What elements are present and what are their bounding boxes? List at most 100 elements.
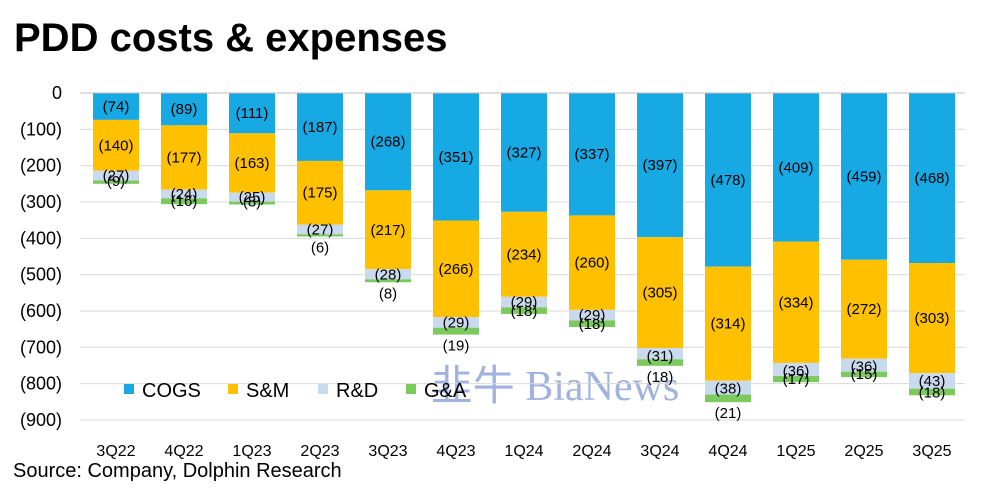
bar-sm-2q25 xyxy=(841,259,887,359)
bar-rd-3q24 xyxy=(637,348,683,360)
data-label: (43) xyxy=(919,373,946,390)
data-label: (29) xyxy=(511,294,538,311)
y-tick-label: (600) xyxy=(20,301,62,321)
bar-rd-2q25 xyxy=(841,358,887,372)
data-label: (36) xyxy=(783,363,810,380)
x-tick-label: 2Q25 xyxy=(844,443,883,460)
source-note: Source: Company, Dolphin Research xyxy=(13,460,342,482)
data-label: (268) xyxy=(370,134,405,151)
legend-label: G&A xyxy=(424,380,467,402)
legend-label: S&M xyxy=(246,380,289,402)
data-label: (334) xyxy=(778,294,813,311)
data-label: (409) xyxy=(778,159,813,176)
bar-ga-3q24 xyxy=(637,359,683,366)
bar-ga-3q23 xyxy=(365,279,411,283)
bar-cogs-2q24 xyxy=(569,93,615,216)
x-tick-label: 3Q24 xyxy=(640,443,679,460)
bar-sm-3q22 xyxy=(93,119,139,171)
data-label: (29) xyxy=(579,307,606,324)
data-label: (272) xyxy=(846,301,881,318)
bar-sm-1q24 xyxy=(501,211,547,297)
bar-cogs-3q24 xyxy=(637,93,683,238)
y-tick-label: (200) xyxy=(20,156,62,176)
data-label: (18) xyxy=(919,384,946,401)
watermark-text: 韭牛 BiaNews xyxy=(431,364,679,410)
bar-ga-2q23 xyxy=(297,234,343,237)
data-label: (140) xyxy=(98,137,133,154)
data-label: (260) xyxy=(574,255,609,272)
data-label: (6) xyxy=(311,240,329,257)
bar-sm-4q23 xyxy=(433,220,479,318)
watermark: 韭牛 BiaNews xyxy=(431,364,679,410)
data-label: (351) xyxy=(438,149,473,166)
data-label: (187) xyxy=(302,119,337,136)
data-label: (36) xyxy=(851,359,878,376)
data-label: (177) xyxy=(166,149,201,166)
bar-ga-3q25 xyxy=(909,388,955,396)
bar-ga-2q25 xyxy=(841,371,887,378)
x-tick-label: 4Q22 xyxy=(164,443,203,460)
bar-rd-3q23 xyxy=(365,269,411,280)
x-tick-label: 4Q24 xyxy=(708,443,747,460)
data-label: (266) xyxy=(438,261,473,278)
x-tick-label: 2Q23 xyxy=(300,443,339,460)
legend-swatch-sm xyxy=(228,384,238,394)
bar-cogs-3q23 xyxy=(365,93,411,191)
data-label: (303) xyxy=(914,310,949,327)
data-label: (25) xyxy=(239,189,266,206)
x-tick-label: 3Q23 xyxy=(368,443,407,460)
data-label: (16) xyxy=(171,193,198,210)
bar-sm-3q25 xyxy=(909,263,955,374)
bar-rd-3q22 xyxy=(93,170,139,181)
bar-sm-1q25 xyxy=(773,241,819,363)
bar-ga-1q23 xyxy=(229,201,275,205)
y-tick-label: (800) xyxy=(20,374,62,394)
data-label: (478) xyxy=(710,172,745,189)
data-label: (468) xyxy=(914,170,949,187)
data-label: (111) xyxy=(236,105,269,122)
y-tick-label: (300) xyxy=(20,192,62,212)
legend-swatch-cogs xyxy=(124,384,134,394)
data-label: (175) xyxy=(302,185,337,202)
data-label: (27) xyxy=(103,168,130,185)
data-label: (15) xyxy=(851,366,878,383)
data-label: (459) xyxy=(846,168,881,185)
x-tick-label: 1Q24 xyxy=(504,443,543,460)
bar-cogs-1q24 xyxy=(501,93,547,212)
data-labels: (74)(140)(27)(9)(89)(177)(24)(16)(111)(1… xyxy=(98,98,949,422)
x-tick-label: 3Q25 xyxy=(912,443,951,460)
data-label: (17) xyxy=(783,371,810,388)
bar-cogs-2q23 xyxy=(297,93,343,161)
bar-rd-1q23 xyxy=(229,192,275,202)
data-label: (24) xyxy=(171,186,198,203)
bar-sm-4q24 xyxy=(705,266,751,381)
bar-cogs-2q25 xyxy=(841,93,887,260)
data-label: (314) xyxy=(710,316,745,333)
x-tick-label: 4Q23 xyxy=(436,443,475,460)
bar-ga-3q22 xyxy=(93,180,139,184)
bar-rd-4q23 xyxy=(433,317,479,328)
bar-rd-1q25 xyxy=(773,362,819,377)
bar-cogs-1q25 xyxy=(773,93,819,242)
x-axis: 3Q22 4Q22 1Q23 2Q23 3Q23 4Q23 1Q24 2Q24 3Q24 4Q24… xyxy=(80,92,965,460)
data-label: (217) xyxy=(370,222,405,239)
bar-ga-4q24 xyxy=(705,394,751,403)
bar-sm-3q24 xyxy=(637,237,683,349)
chart-title: PDD costs & expenses xyxy=(14,16,448,60)
bar-cogs-4q22 xyxy=(161,93,207,126)
y-tick-label: (700) xyxy=(20,337,62,357)
bar-cogs-4q23 xyxy=(433,93,479,221)
bar-cogs-4q24 xyxy=(705,93,751,267)
data-label: (29) xyxy=(443,314,470,331)
y-tick-label: (400) xyxy=(20,228,62,248)
x-tick-label: 1Q23 xyxy=(232,443,271,460)
data-label: (9) xyxy=(107,173,125,190)
data-label: (74) xyxy=(103,98,130,115)
y-tick-label: (900) xyxy=(20,410,62,430)
bar-rd-4q22 xyxy=(161,189,207,199)
data-label: (163) xyxy=(234,155,269,172)
bar-ga-4q22 xyxy=(161,198,207,205)
data-label: (18) xyxy=(511,303,538,320)
x-tick-label: 3Q22 xyxy=(96,443,135,460)
